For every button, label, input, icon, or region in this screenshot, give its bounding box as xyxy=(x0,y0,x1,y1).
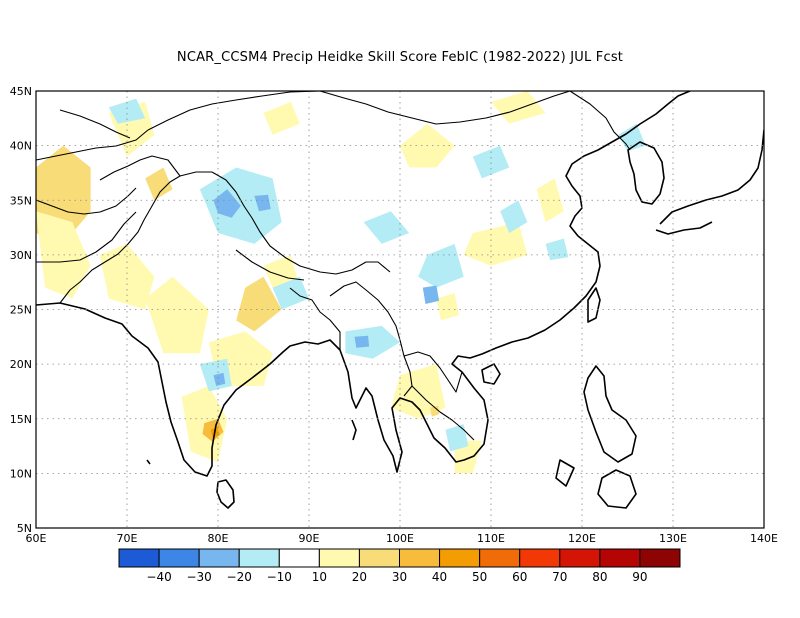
coastlines xyxy=(36,91,764,509)
lon-tick-label: 100E xyxy=(386,532,414,545)
colorbar-label: 20 xyxy=(352,570,367,584)
skill-field xyxy=(36,91,646,474)
latitude-axis: 5N 10N 15N 20N 25N 30N 35N 40N 45N xyxy=(10,85,32,535)
colorbar-swatch xyxy=(118,548,160,568)
field-patch xyxy=(272,276,309,310)
field-patch xyxy=(263,254,300,288)
field-patch xyxy=(263,101,300,135)
colorbar-swatch xyxy=(559,548,601,568)
plot-frame xyxy=(35,90,765,529)
colorbar-swatch xyxy=(599,548,641,568)
field-patch xyxy=(363,211,410,244)
lon-tick-label: 140E xyxy=(750,532,778,545)
field-patch xyxy=(99,243,155,310)
lat-tick-label: 40N xyxy=(10,140,32,153)
field-patch xyxy=(472,145,510,179)
colorbar-swatch xyxy=(318,548,360,568)
field-patch xyxy=(430,405,440,417)
colorbar: −40 −30 −20 −10 10 20 30 40 50 60 70 80 90 xyxy=(118,548,681,584)
lat-tick-label: 30N xyxy=(10,249,32,262)
lon-tick-label: 70E xyxy=(117,532,138,545)
colorbar-label: 80 xyxy=(592,570,607,584)
lat-tick-label: 25N xyxy=(10,304,32,317)
colorbar-swatch xyxy=(198,548,240,568)
field-patch xyxy=(213,189,241,218)
colorbar-swatch xyxy=(238,548,280,568)
field-patch xyxy=(418,243,464,288)
lat-tick-label: 5N xyxy=(17,522,32,535)
field-patch xyxy=(445,424,469,452)
field-patch xyxy=(422,285,440,304)
colorbar-swatch xyxy=(399,548,441,568)
lon-tick-label: 90E xyxy=(299,532,320,545)
colorbar-swatch xyxy=(479,548,521,568)
lat-tick-label: 15N xyxy=(10,413,32,426)
field-patch xyxy=(345,325,400,359)
colorbar-label: 70 xyxy=(552,570,567,584)
lon-tick-label: 120E xyxy=(568,532,596,545)
field-patch xyxy=(145,276,209,354)
lat-tick-label: 45N xyxy=(10,85,32,98)
colorbar-label: −20 xyxy=(227,570,252,584)
colorbar-swatch xyxy=(519,548,561,568)
lat-tick-label: 35N xyxy=(10,194,32,207)
country-borders xyxy=(36,91,631,441)
lat-tick-label: 10N xyxy=(10,467,32,480)
colorbar-label: 30 xyxy=(392,570,407,584)
colorbar-label: −40 xyxy=(146,570,171,584)
colorbar-label: 60 xyxy=(512,570,527,584)
field-patch xyxy=(454,440,482,474)
colorbar-swatch xyxy=(158,548,200,568)
colorbar-label: 90 xyxy=(632,570,647,584)
colorbar-label: −10 xyxy=(267,570,292,584)
field-patch xyxy=(145,167,173,201)
lon-tick-label: 110E xyxy=(477,532,505,545)
field-patch xyxy=(213,372,226,386)
colorbar-label: 40 xyxy=(432,570,447,584)
colorbar-swatch xyxy=(439,548,481,568)
field-patch xyxy=(436,293,460,321)
colorbar-swatch xyxy=(358,548,400,568)
colorbar-label: 10 xyxy=(312,570,327,584)
colorbar-label: −30 xyxy=(186,570,211,584)
lon-tick-label: 130E xyxy=(659,532,687,545)
lon-tick-label: 80E xyxy=(208,532,229,545)
colorbar-swatch xyxy=(278,548,320,568)
longitude-axis: 60E 70E 80E 90E 100E 110E 120E 130E 140E xyxy=(26,532,778,545)
field-patch xyxy=(491,91,546,124)
map-title: NCAR_CCSM4 Precip Heidke Skill Score Feb… xyxy=(176,50,624,65)
colorbar-label: 50 xyxy=(472,570,487,584)
field-patch xyxy=(108,98,146,124)
field-patch xyxy=(536,178,564,223)
colorbar-swatch xyxy=(639,548,681,568)
lon-tick-label: 60E xyxy=(26,532,47,545)
gridlines xyxy=(36,91,764,528)
field-patch xyxy=(354,335,370,348)
field-patch xyxy=(463,222,528,266)
map-plot-area xyxy=(36,91,764,509)
field-patch xyxy=(254,194,271,212)
field-patch xyxy=(500,200,528,233)
field-patch xyxy=(618,123,646,152)
lat-tick-label: 20N xyxy=(10,358,32,371)
field-patch xyxy=(236,276,282,332)
field-patch xyxy=(36,211,91,299)
field-patch xyxy=(545,238,569,261)
